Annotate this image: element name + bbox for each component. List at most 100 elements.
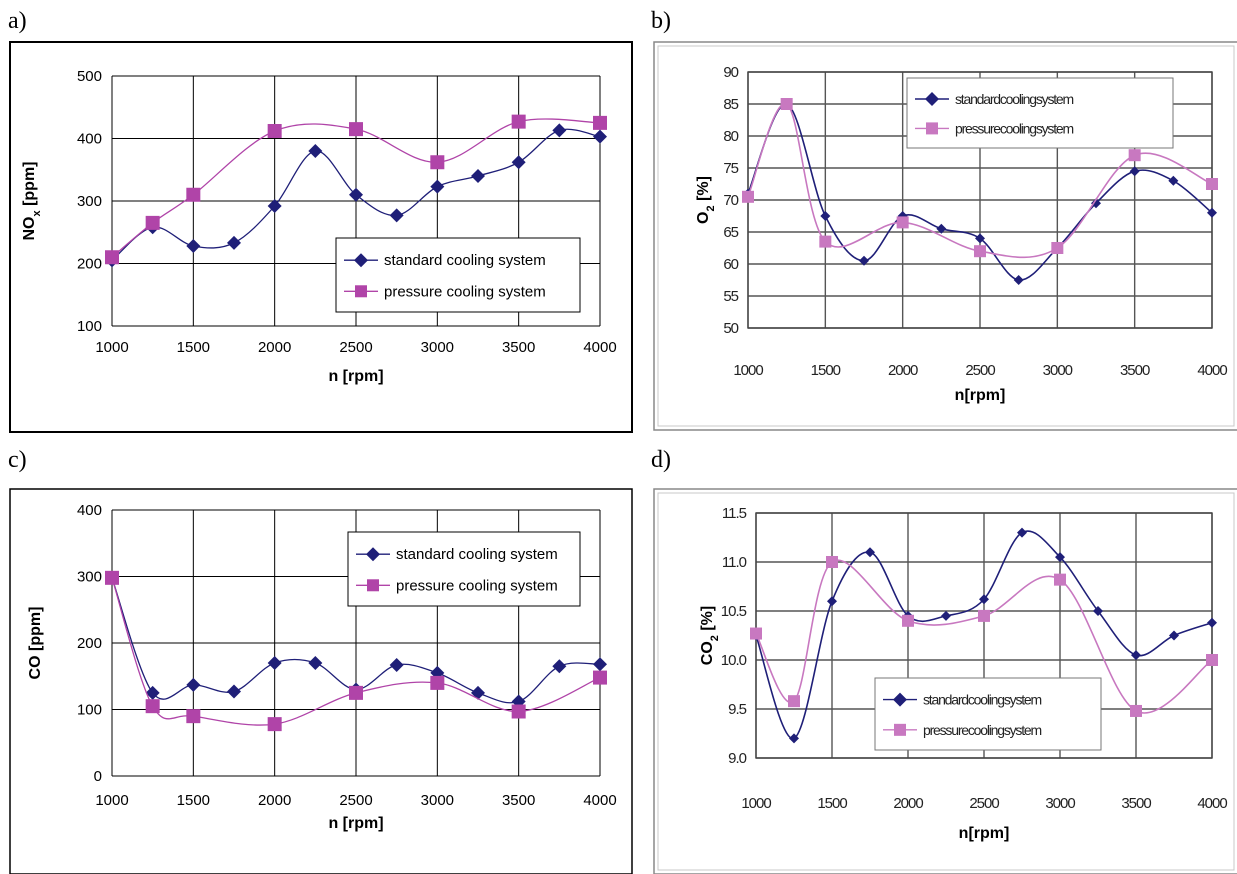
x-tick-label: 1000	[733, 362, 763, 379]
legend-label: pressure cooling system	[384, 283, 546, 300]
x-axis-title: n[rpm]	[959, 825, 1010, 842]
series-line-standard	[755, 530, 1213, 740]
data-point-pressure	[902, 614, 914, 627]
data-point-pressure	[978, 609, 990, 622]
y-axis-title-unit: [%]	[695, 176, 712, 205]
y-axis-title-main: O	[695, 212, 712, 224]
legend-label: standard cooling system	[384, 252, 546, 269]
chart-d: 9.0 9.5 10.0 10.5 11.0 11.5 1000 1500 2000 2500 30…	[653, 488, 1237, 874]
data-point-pressure	[430, 675, 445, 690]
data-point-pressure	[1130, 704, 1142, 717]
x-tick-label: 2000	[258, 339, 291, 356]
y-tick-label: 75	[723, 160, 738, 177]
x-tick-label: 3000	[1045, 795, 1075, 812]
y-axis-title: CO2 [%]	[699, 606, 721, 665]
legend-marker-standard	[893, 692, 907, 707]
data-point-pressure	[267, 124, 282, 138]
data-point-standard	[975, 233, 985, 244]
panel-label-d: d)	[651, 447, 671, 473]
chart-c: 0 100 200 300 400 1000 1500 2000 2500 3000 3500 400…	[9, 488, 633, 874]
y-axis-title: NOx [ppm]	[21, 162, 43, 241]
data-point-pressure	[145, 699, 160, 714]
data-point-standard	[827, 596, 837, 607]
y-tick-label: 65	[723, 224, 738, 241]
data-point-standard	[308, 144, 323, 158]
data-point-standard	[936, 223, 947, 234]
data-point-pressure	[145, 215, 160, 230]
legend-label: pressurecoolingsystem	[955, 120, 1074, 136]
y-tick-label: 200	[77, 635, 102, 652]
y-tick-label: 300	[77, 193, 102, 210]
data-point-standard	[186, 239, 201, 253]
data-point-standard	[227, 684, 241, 699]
legend: standardcoolingsystem pressurecoolingsyst…	[906, 77, 1174, 149]
data-point-pressure	[186, 187, 201, 202]
data-point-standard	[1093, 606, 1103, 616]
x-tick-label: 2500	[965, 362, 995, 379]
y-axis-title-subscript: 2	[709, 635, 721, 641]
y-tick-label: 0	[94, 768, 102, 785]
data-point-standard	[865, 547, 875, 558]
data-point-standard	[1013, 275, 1024, 285]
legend-label: standard cooling system	[396, 546, 558, 563]
chart-inner-frame	[657, 492, 1235, 871]
data-point-standard	[859, 255, 869, 266]
legend-marker-standard	[366, 547, 380, 562]
y-tick-label: 9.5	[728, 701, 747, 718]
y-tick-label: 10.5	[721, 603, 747, 620]
x-tick-label: 3500	[502, 339, 535, 356]
y-axis-title-unit: [ppm]	[21, 162, 38, 211]
data-point-standard	[308, 655, 323, 670]
y-tick-label: 10.0	[721, 652, 747, 669]
panel-label-a: a)	[8, 8, 27, 34]
data-point-pressure	[105, 570, 119, 585]
series-line-pressure	[755, 559, 1213, 714]
data-point-pressure	[896, 216, 909, 229]
data-point-pressure	[1128, 149, 1141, 162]
chart-b: 50 55 60 65 70 75 80 85 90 1000 1500 2000 2500 3000 35…	[653, 41, 1237, 431]
chart-inner-frame	[657, 45, 1235, 427]
data-point-standard	[389, 657, 404, 672]
x-tick-label: 4000	[583, 792, 616, 809]
y-tick-label: 400	[77, 502, 102, 519]
data-point-pressure	[1206, 654, 1218, 666]
data-point-standard	[145, 685, 160, 700]
x-tick-label: 2500	[339, 792, 372, 809]
data-point-standard	[789, 733, 799, 744]
y-tick-label: 70	[723, 192, 738, 209]
y-tick-label: 11.0	[722, 554, 747, 571]
data-point-standard	[511, 155, 526, 170]
data-point-standard	[430, 179, 445, 194]
data-point-standard	[552, 659, 567, 674]
x-tick-label: 3500	[1121, 795, 1151, 812]
x-tick-label: 4000	[1197, 362, 1227, 379]
data-point-standard	[1055, 552, 1065, 563]
data-point-standard	[267, 199, 282, 213]
x-tick-label: 1000	[95, 792, 128, 809]
x-tick-label: 1500	[177, 339, 210, 356]
x-tick-label: 4000	[583, 339, 616, 356]
x-axis-title: n [rpm]	[328, 815, 383, 832]
data-point-pressure	[349, 122, 363, 137]
data-point-pressure	[826, 556, 838, 568]
data-point-pressure	[1054, 573, 1066, 586]
y-axis-title-subscript: 2	[705, 205, 717, 211]
data-point-pressure	[267, 717, 282, 732]
x-tick-label: 3500	[502, 792, 535, 809]
y-axis-title: CO [ppm]	[27, 607, 44, 680]
data-point-standard	[552, 123, 567, 138]
y-tick-label: 200	[77, 256, 102, 273]
data-point-pressure	[750, 627, 762, 640]
legend-marker-pressure	[926, 122, 938, 135]
legend-box	[335, 237, 581, 313]
x-tick-label: 3000	[421, 339, 454, 356]
legend-box	[874, 677, 1102, 751]
legend-box	[347, 531, 581, 607]
data-point-pressure	[105, 250, 119, 265]
legend-label: standardcoolingsystem	[923, 692, 1042, 708]
data-point-standard	[1207, 207, 1217, 218]
data-point-standard	[1091, 198, 1101, 209]
x-tick-label: 3000	[421, 792, 454, 809]
x-axis-title: n[rpm]	[955, 387, 1006, 404]
data-point-pressure	[593, 115, 607, 130]
